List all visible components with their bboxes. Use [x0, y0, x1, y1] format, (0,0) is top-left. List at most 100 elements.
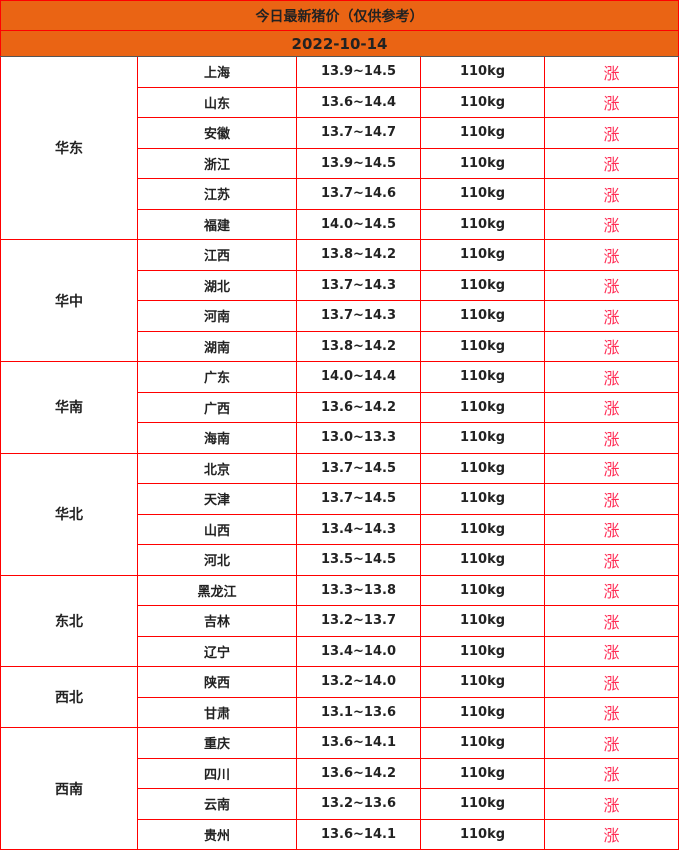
province-cell: 云南	[137, 788, 297, 820]
trend-cell: 涨	[543, 605, 679, 637]
weight-cell: 110kg	[420, 574, 545, 606]
weight-cell: 110kg	[420, 56, 545, 88]
table-row: 华北 北京 13.7~14.5 110kg 涨	[0, 452, 679, 576]
trend-cell: 涨	[543, 727, 679, 759]
price-cell: 13.7~14.3	[296, 300, 421, 332]
weight-cell: 110kg	[420, 361, 545, 393]
weight-cell: 110kg	[420, 757, 545, 789]
price-cell: 13.9~14.5	[296, 56, 421, 88]
table-row: 安徽 13.7~14.7 110kg 涨	[1, 117, 679, 149]
table-date: 2022-10-14	[0, 30, 679, 57]
weight-cell: 110kg	[420, 483, 545, 515]
price-cell: 13.7~14.5	[296, 483, 421, 515]
province-cell: 重庆	[137, 727, 297, 759]
weight-cell: 110kg	[420, 239, 545, 271]
price-cell: 13.0~13.3	[296, 422, 421, 454]
trend-cell: 涨	[543, 666, 679, 698]
price-cell: 13.2~13.7	[296, 605, 421, 637]
weight-cell: 110kg	[420, 86, 545, 118]
price-cell: 13.6~14.2	[296, 757, 421, 789]
table-row: 东北 黑龙江 13.3~13.8 110kg 涨	[0, 574, 679, 667]
weight-cell: 110kg	[420, 117, 545, 149]
weight-cell: 110kg	[420, 666, 545, 698]
province-cell: 海南	[137, 422, 297, 454]
weight-cell: 110kg	[420, 269, 545, 301]
weight-cell: 110kg	[420, 300, 545, 332]
trend-cell: 涨	[543, 208, 679, 240]
trend-cell: 涨	[543, 513, 679, 545]
price-cell: 13.6~14.4	[296, 86, 421, 118]
weight-cell: 110kg	[420, 544, 545, 576]
trend-cell: 涨	[543, 239, 679, 271]
date-row: 2022-10-14	[0, 30, 679, 57]
price-cell: 13.5~14.5	[296, 544, 421, 576]
province-cell: 江西	[137, 239, 297, 271]
price-cell: 13.7~14.5	[296, 452, 421, 484]
price-cell: 13.8~14.2	[296, 330, 421, 362]
trend-cell: 涨	[543, 757, 679, 789]
weight-cell: 110kg	[420, 452, 545, 484]
trend-cell: 涨	[543, 300, 679, 332]
trend-cell: 涨	[543, 452, 679, 484]
region-cell: 华南	[0, 361, 138, 454]
province-cell: 甘肃	[137, 696, 297, 728]
region-cell: 华北	[0, 452, 138, 576]
trend-cell: 涨	[543, 818, 679, 850]
price-cell: 13.1~13.6	[296, 696, 421, 728]
table-row: 吉林 13.2~13.7 110kg 涨	[1, 605, 679, 637]
province-cell: 辽宁	[137, 635, 297, 667]
trend-cell: 涨	[543, 86, 679, 118]
trend-cell: 涨	[543, 483, 679, 515]
province-cell: 陕西	[137, 666, 297, 698]
table-row: 河北 13.5~14.5 110kg 涨	[1, 544, 679, 576]
weight-cell: 110kg	[420, 635, 545, 667]
province-cell: 江苏	[137, 178, 297, 210]
table-row: 甘肃 13.1~13.6 110kg 涨	[1, 696, 679, 728]
trend-cell: 涨	[543, 147, 679, 179]
weight-cell: 110kg	[420, 391, 545, 423]
table-row: 华东 上海 13.9~14.5 110kg 涨	[0, 56, 679, 240]
price-cell: 14.0~14.4	[296, 361, 421, 393]
weight-cell: 110kg	[420, 208, 545, 240]
title-row: 今日最新猪价（仅供参考）	[0, 0, 679, 31]
province-cell: 河北	[137, 544, 297, 576]
price-cell: 13.2~13.6	[296, 788, 421, 820]
trend-cell: 涨	[543, 178, 679, 210]
region-cell: 华东	[0, 56, 138, 240]
table-row: 天津 13.7~14.5 110kg 涨	[1, 483, 679, 515]
price-cell: 13.6~14.1	[296, 727, 421, 759]
trend-cell: 涨	[543, 788, 679, 820]
trend-cell: 涨	[543, 391, 679, 423]
table-row: 华南 广东 14.0~14.4 110kg 涨	[0, 361, 679, 454]
table-row: 云南 13.2~13.6 110kg 涨	[1, 788, 679, 820]
province-cell: 广西	[137, 391, 297, 423]
price-cell: 13.7~14.3	[296, 269, 421, 301]
province-cell: 黑龙江	[137, 574, 297, 606]
price-cell: 13.4~14.0	[296, 635, 421, 667]
price-cell: 13.3~13.8	[296, 574, 421, 606]
province-cell: 湖南	[137, 330, 297, 362]
province-cell: 天津	[137, 483, 297, 515]
region-cell: 华中	[0, 239, 138, 362]
price-cell: 13.9~14.5	[296, 147, 421, 179]
price-cell: 13.2~14.0	[296, 666, 421, 698]
province-cell: 吉林	[137, 605, 297, 637]
price-cell: 13.6~14.2	[296, 391, 421, 423]
table-row: 西北 陕西 13.2~14.0 110kg 涨	[0, 666, 679, 728]
trend-cell: 涨	[543, 422, 679, 454]
table-row: 江苏 13.7~14.6 110kg 涨	[1, 178, 679, 210]
weight-cell: 110kg	[420, 727, 545, 759]
weight-cell: 110kg	[420, 147, 545, 179]
table-row: 贵州 13.6~14.1 110kg 涨	[1, 818, 679, 850]
trend-cell: 涨	[543, 56, 679, 88]
table-row: 浙江 13.9~14.5 110kg 涨	[1, 147, 679, 179]
price-cell: 13.4~14.3	[296, 513, 421, 545]
province-cell: 河南	[137, 300, 297, 332]
weight-cell: 110kg	[420, 178, 545, 210]
table-row: 辽宁 13.4~14.0 110kg 涨	[1, 635, 679, 667]
province-cell: 安徽	[137, 117, 297, 149]
weight-cell: 110kg	[420, 513, 545, 545]
province-cell: 北京	[137, 452, 297, 484]
region-cell: 西南	[0, 727, 138, 850]
table-row: 山西 13.4~14.3 110kg 涨	[1, 513, 679, 545]
